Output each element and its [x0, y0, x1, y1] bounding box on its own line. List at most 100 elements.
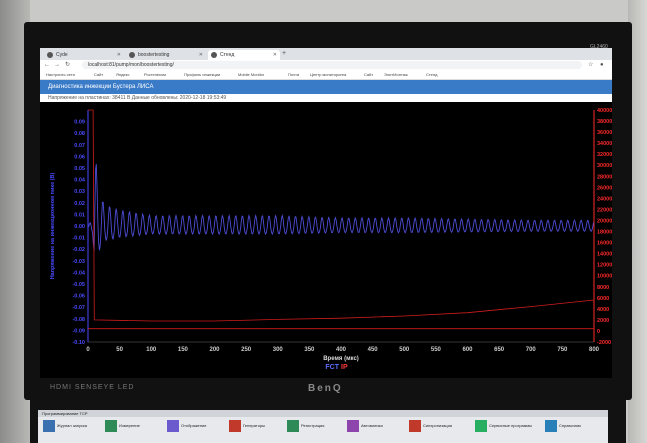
tab-label: boostertesting	[138, 52, 170, 58]
new-tab-icon[interactable]: +	[282, 50, 287, 57]
bookmark-item[interactable]: Ростелеком	[144, 72, 166, 77]
right-tick-label: 0	[597, 329, 600, 335]
forward-icon[interactable]: →	[54, 62, 60, 68]
bookmark-item[interactable]: Профиль инжекции	[184, 72, 221, 77]
left-tick-label: -0.09	[72, 328, 85, 334]
x-tick-label: 150	[178, 347, 189, 353]
toolbar-button-label: Справочник	[559, 423, 581, 428]
right-tick-label: 8000	[597, 285, 609, 291]
toolbar-button-label: Автоматика	[361, 423, 383, 428]
x-tick-label: 400	[336, 347, 347, 353]
logo-left-text: FCT	[325, 364, 339, 371]
lower-app-title: Программирование ТСР	[38, 410, 608, 417]
x-tick-label: 800	[589, 347, 600, 353]
left-tick-label: -0.04	[72, 270, 85, 276]
reload-icon[interactable]: ↻	[65, 62, 71, 68]
account-icon[interactable]: ●	[600, 62, 604, 68]
left-tick-label: 0.07	[74, 143, 85, 149]
left-tick-label: 0.00	[74, 224, 85, 230]
toolbar-button[interactable]: Генераторы	[228, 419, 265, 433]
bookmark-item[interactable]: Стенд	[426, 72, 438, 77]
address-toolbar: ← → ↻ localhost:81/pump/mon/boostertesti…	[40, 60, 612, 70]
toolbar-button-label: Сервисные программы	[489, 423, 533, 428]
wall-background-right	[628, 0, 647, 443]
x-tick-label: 250	[241, 347, 252, 353]
signal-series-line	[87, 164, 594, 251]
toolbar-button[interactable]: Журнал запуска	[42, 419, 87, 433]
right-tick-label: 6000	[597, 296, 609, 302]
toolbar-button-icon	[105, 420, 117, 432]
right-tick-label: 2000	[597, 318, 609, 324]
toolbar-button[interactable]: Измерение	[104, 419, 140, 433]
close-icon[interactable]: ✕	[272, 52, 277, 58]
toolbar-button[interactable]: Отображение	[166, 419, 206, 433]
toolbar-button-icon	[229, 420, 241, 432]
toolbar-button-label: Генераторы	[243, 423, 266, 428]
left-tick-label: 0.02	[74, 201, 85, 207]
left-tick-label: 0.01	[74, 212, 85, 218]
right-tick-label: 38000	[597, 119, 612, 125]
bookmarks-bar: Настроить сети Сайт Яндекс Ростелеком Пр…	[40, 70, 612, 80]
right-tick-label: 36000	[597, 130, 612, 136]
toolbar-button[interactable]: Регистрация	[286, 419, 324, 433]
tab-favicon-icon	[47, 52, 53, 58]
x-tick-label: 550	[431, 347, 442, 353]
bookmark-item[interactable]: Центр мониторинга	[310, 72, 347, 77]
bookmark-item[interactable]: Яндекс	[116, 72, 130, 77]
right-tick-label: 12000	[597, 263, 612, 269]
toolbar-button-icon	[287, 420, 299, 432]
left-tick-label: -0.03	[72, 259, 85, 265]
toolbar-button[interactable]: Справочник	[544, 419, 581, 433]
bookmark-item[interactable]: Сайт	[94, 72, 104, 77]
left-axis-label: Напряжение на инжекционном пике (В)	[50, 173, 56, 280]
right-tick-label: 26000	[597, 185, 612, 191]
right-tick-label: 28000	[597, 174, 612, 180]
toolbar-button-icon	[475, 420, 487, 432]
left-tick-label: -0.02	[72, 247, 85, 253]
toolbar-button-label: Синхронизация	[423, 423, 452, 428]
left-tick-label: 0.08	[74, 131, 85, 137]
browser-tab-2[interactable]: boostertesting ✕	[126, 50, 206, 60]
x-tick-label: 750	[557, 347, 568, 353]
back-icon[interactable]: ←	[44, 62, 50, 68]
browser-window: Cyde ✕ boostertesting ✕ Стенд ✕ + ← → ↻ …	[40, 48, 612, 378]
right-tick-label: 20000	[597, 218, 612, 224]
toolbar-button-label: Измерение	[119, 423, 140, 428]
toolbar-button-icon	[409, 420, 421, 432]
x-tick-label: 350	[304, 347, 315, 353]
x-axis-label: Время (мкс)	[323, 356, 359, 362]
right-tick-label: 14000	[597, 252, 612, 258]
left-tick-label: -0.07	[72, 305, 85, 311]
bookmark-item[interactable]: Почта	[288, 72, 300, 77]
right-tick-label: 34000	[597, 141, 612, 147]
close-icon[interactable]: ✕	[198, 52, 203, 58]
monitor-brand-logo: BenQ	[308, 383, 343, 394]
x-tick-label: 50	[116, 347, 123, 353]
toolbar-button-label: Отображение	[181, 423, 207, 428]
left-tick-label: 0.03	[74, 189, 85, 195]
right-tick-label: 30000	[597, 163, 612, 169]
tab-favicon-icon	[211, 52, 217, 58]
bookmark-item[interactable]: Настроить сети	[46, 72, 75, 77]
url-input[interactable]: localhost:81/pump/mon/boostertesting/	[82, 61, 582, 69]
bookmark-item[interactable]: Сайт	[364, 72, 374, 77]
browser-tab-1[interactable]: Cyde ✕	[44, 50, 124, 60]
browser-tab-3[interactable]: Стенд ✕	[208, 50, 280, 60]
left-tick-label: -0.05	[72, 282, 85, 288]
bookmark-item[interactable]: Mobile Monitor	[238, 72, 265, 77]
close-icon[interactable]: ✕	[116, 52, 121, 58]
toolbar-button-icon	[43, 420, 55, 432]
x-tick-label: 0	[86, 347, 90, 353]
left-tick-label: 0.05	[74, 166, 85, 172]
toolbar-button-icon	[167, 420, 179, 432]
star-icon[interactable]: ☆	[588, 62, 594, 68]
right-tick-label: 40000	[597, 108, 612, 114]
toolbar-button[interactable]: Сервисные программы	[474, 419, 532, 433]
toolbar-button[interactable]: Синхронизация	[408, 419, 452, 433]
toolbar-button[interactable]: Автоматика	[346, 419, 383, 433]
x-tick-label: 650	[494, 347, 505, 353]
monitor-hdmi-label: HDMI SENSEYE LED	[50, 384, 135, 391]
left-tick-label: -0.10	[72, 340, 85, 346]
voltage-series-line	[88, 109, 595, 322]
bookmark-item[interactable]: ЭлитМонтаж	[384, 72, 408, 77]
